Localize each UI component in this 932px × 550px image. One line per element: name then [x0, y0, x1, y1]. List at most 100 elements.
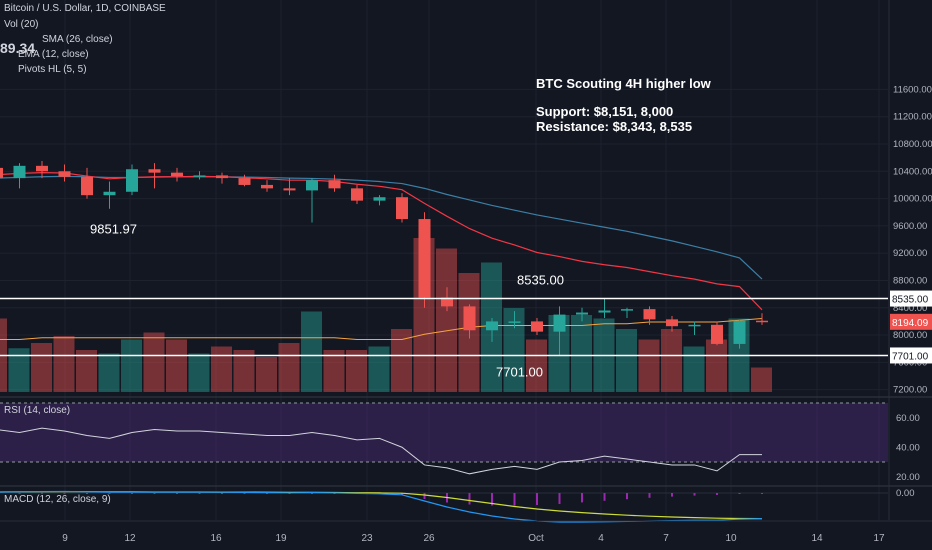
candle-body: [13, 165, 26, 179]
time-axis-tick: 10: [725, 533, 737, 544]
time-axis-tick: 14: [811, 533, 823, 544]
volume-bar: [751, 367, 772, 392]
macd-hist-bar: [671, 493, 673, 497]
annotation-support: Support: $8,151, 8,000: [536, 104, 674, 119]
macd-hist-bar: [311, 493, 313, 494]
candle-body: [58, 171, 71, 177]
candle-body: [283, 188, 296, 191]
legend-vol[interactable]: Vol (20): [4, 19, 39, 30]
macd-hist-bar: [266, 493, 268, 494]
volume-bar: [8, 348, 30, 392]
volume-bar: [683, 346, 705, 392]
candle-body: [711, 324, 723, 344]
time-axis-tick: 16: [210, 533, 222, 544]
macd-hist-bar: [86, 493, 88, 494]
macd-line: [0, 490, 763, 523]
rsi-axis-tick: 40.00: [896, 442, 920, 453]
macd-hist-bar: [513, 493, 516, 506]
candle-body: [621, 309, 633, 311]
macd-hist-bar: [581, 493, 583, 503]
candle-body: [688, 324, 701, 327]
volume-bar: [76, 350, 97, 392]
price-axis-tick: 8400.00: [893, 303, 927, 314]
time-axis-tick: 17: [873, 533, 885, 544]
volume-bar: [211, 346, 232, 392]
volume-bar: [323, 350, 345, 392]
price-tag-resistance: 8535.00: [892, 295, 929, 306]
macd-hist-bar: [558, 493, 561, 504]
volume-bar: [526, 339, 547, 392]
candle-body: [553, 314, 566, 332]
volume-bar: [616, 329, 637, 392]
rsi-label[interactable]: RSI (14, close): [4, 405, 71, 416]
legend-sma[interactable]: SMA (26, close): [42, 34, 113, 45]
ema-line: [0, 172, 763, 311]
volume-bar: [503, 308, 525, 392]
candle-body: [171, 172, 183, 177]
candle-body: [418, 219, 431, 298]
pivot-low-label: 9851.97: [90, 222, 137, 237]
macd-hist-bar: [243, 493, 246, 494]
candle-body: [463, 306, 476, 331]
macd-hist-bar: [761, 493, 763, 494]
volume-bar: [706, 339, 727, 392]
macd-hist-bar: [288, 493, 291, 494]
macd-hist-bar: [41, 492, 43, 494]
macd-hist-bar: [603, 493, 606, 501]
level-label-resistance: 8535.00: [517, 273, 564, 288]
rsi-line: [0, 427, 762, 475]
candle-body: [0, 167, 3, 179]
price-axis-tick: 11600.00: [893, 84, 932, 95]
rsi-axis-tick: 60.00: [896, 413, 920, 424]
candle-body: [531, 321, 543, 332]
volume-bar: [53, 336, 75, 392]
macd-hist-bar: [626, 493, 628, 500]
macd-hist-bar: [468, 493, 471, 505]
candle-body: [193, 175, 206, 177]
volume-bar: [256, 357, 277, 392]
candle-body: [486, 321, 498, 331]
volume-bar: [638, 339, 660, 392]
candle-body: [643, 309, 656, 320]
annotation-resistance: Resistance: $8,343, 8,535: [536, 119, 693, 134]
candle-body: [441, 297, 453, 307]
price-axis-tick: 8000.00: [893, 330, 927, 341]
macd-hist-bar: [198, 493, 201, 494]
rsi-band: [0, 403, 888, 462]
macd-hist-bar: [153, 493, 156, 494]
candle-body: [396, 197, 408, 220]
price-tag-resistance-box: [890, 290, 932, 307]
price-axis-tick: 7200.00: [893, 385, 927, 396]
volume-bar: [346, 350, 367, 392]
time-axis-tick: 26: [423, 533, 435, 544]
price-axis-tick: 10000.00: [893, 194, 932, 205]
time-axis-tick: 23: [361, 533, 373, 544]
candle-body: [328, 180, 341, 189]
macd-signal-line: [0, 491, 763, 520]
candle-body: [508, 321, 521, 323]
macd-hist-bar: [738, 493, 741, 494]
price-axis-tick: 8800.00: [893, 275, 927, 286]
legend-ema[interactable]: EMA (12, close): [18, 49, 89, 60]
rsi-axis-tick: 20.00: [896, 472, 920, 483]
macd-hist-bar: [176, 493, 178, 494]
volume-bar: [233, 350, 255, 392]
macd-hist-bar: [491, 493, 493, 506]
candle-body: [306, 180, 318, 191]
time-axis-tick: 9: [62, 533, 68, 544]
price-tag-current-box: [890, 313, 932, 330]
price-axis-tick: 10800.00: [893, 139, 932, 150]
candle-body: [756, 320, 768, 323]
volume-bar: [278, 343, 300, 392]
volume-bar: [301, 311, 322, 392]
price-axis-tick: 10400.00: [893, 166, 932, 177]
candle-body: [216, 175, 228, 179]
volume-bar: [436, 248, 457, 392]
volume-ma-line: [0, 318, 763, 340]
legend-pivots[interactable]: Pivots HL (5, 5): [18, 64, 87, 75]
time-axis-tick: 19: [275, 533, 287, 544]
macd-label[interactable]: MACD (12, 26, close, 9): [4, 494, 111, 505]
candle-body: [598, 310, 611, 313]
